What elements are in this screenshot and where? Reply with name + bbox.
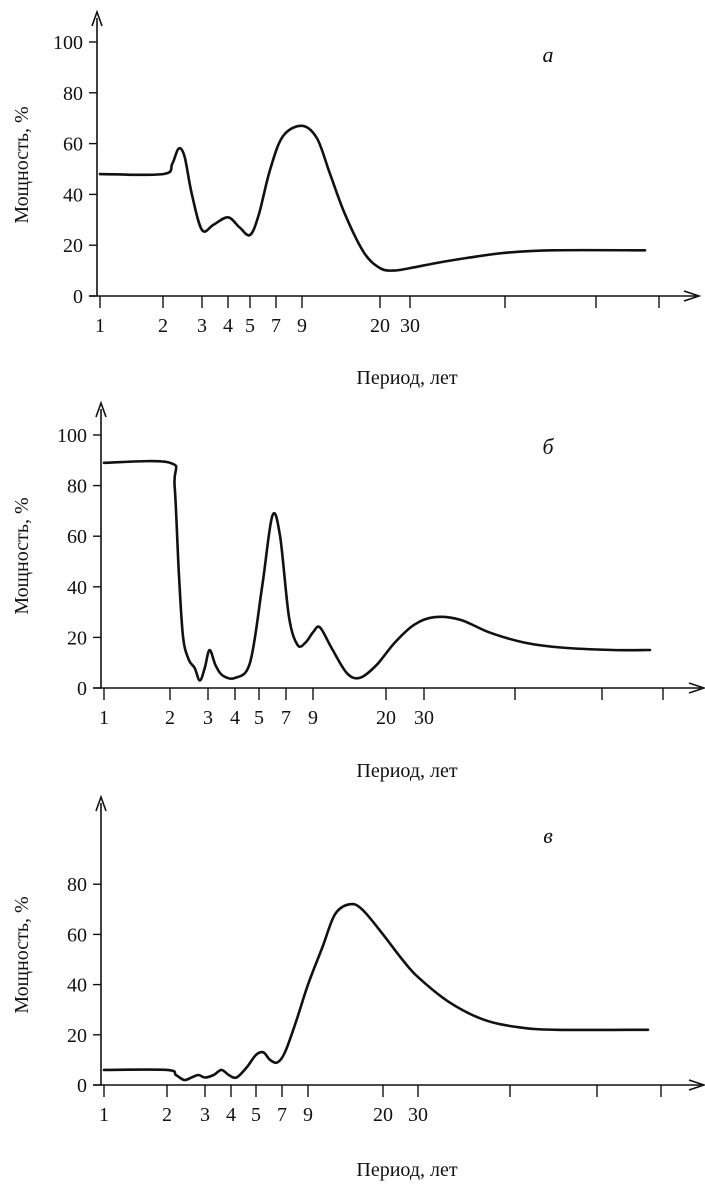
y-tick-label: 80 xyxy=(63,83,83,105)
y-tick-label: 40 xyxy=(63,184,83,206)
x-tick-label: 3 xyxy=(203,707,213,729)
x-tick-label: 2 xyxy=(162,1104,172,1126)
y-tick-label: 80 xyxy=(67,476,87,498)
chart-panel-3: 0 20 40 60 80 1 2 3 4 5 7 9 20 30 в Период, лет Мощность… xyxy=(11,797,704,1181)
x-tick-label: 30 xyxy=(414,707,434,729)
x-tick-label: 5 xyxy=(254,707,264,729)
chart-panel-2: 0 20 40 60 80 100 1 2 3 4 5 7 9 20 30 б Период, лет Мощно… xyxy=(11,403,704,782)
x-tick-label: 9 xyxy=(308,707,318,729)
x-tick-label: 30 xyxy=(400,315,420,337)
y-tick-label: 0 xyxy=(73,286,83,308)
y-axis-title: Мощность, % xyxy=(11,106,33,223)
panel-label: в xyxy=(543,823,553,848)
x-axis-title: Период, лет xyxy=(356,1159,457,1181)
y-axis-title: Мощность, % xyxy=(11,896,33,1013)
y-tick-label: 100 xyxy=(57,425,87,447)
x-axis-title: Период, лет xyxy=(356,760,457,782)
y-tick-label: 40 xyxy=(67,577,87,599)
y-axis-title: Мощность, % xyxy=(11,497,33,614)
x-tick-label: 9 xyxy=(303,1104,313,1126)
panel-label: б xyxy=(542,434,554,459)
x-tick-label: 4 xyxy=(230,707,240,729)
x-tick-label: 9 xyxy=(297,315,307,337)
x-tick-label: 7 xyxy=(277,1104,287,1126)
y-tick-label: 0 xyxy=(77,1075,87,1097)
x-tick-label: 20 xyxy=(373,1104,393,1126)
power-curve xyxy=(104,461,650,680)
x-tick-label: 20 xyxy=(370,315,390,337)
x-tick-label: 1 xyxy=(99,707,109,729)
x-tick-label: 7 xyxy=(281,707,291,729)
y-tick-label: 60 xyxy=(63,134,83,156)
y-tick-label: 40 xyxy=(67,975,87,997)
y-tick-label: 100 xyxy=(53,32,83,54)
y-tick-label: 0 xyxy=(77,678,87,700)
power-curve xyxy=(104,904,648,1080)
x-tick-label: 1 xyxy=(95,315,105,337)
x-tick-label: 4 xyxy=(226,1104,236,1126)
x-tick-label: 4 xyxy=(223,315,233,337)
y-tick-label: 20 xyxy=(67,627,87,649)
x-tick-label: 30 xyxy=(408,1104,428,1126)
x-tick-label: 5 xyxy=(245,315,255,337)
x-tick-label: 5 xyxy=(251,1104,261,1126)
x-tick-label: 3 xyxy=(200,1104,210,1126)
x-tick-label: 2 xyxy=(158,315,168,337)
x-tick-label: 3 xyxy=(197,315,207,337)
y-tick-label: 60 xyxy=(67,526,87,548)
y-tick-label: 20 xyxy=(63,235,83,257)
y-tick-label: 20 xyxy=(67,1025,87,1047)
y-tick-label: 60 xyxy=(67,924,87,946)
x-tick-label: 2 xyxy=(165,707,175,729)
x-tick-label: 1 xyxy=(99,1104,109,1126)
x-axis-title: Период, лет xyxy=(356,367,457,389)
chart-panel-1: 0 20 40 60 80 100 1 2 3 4 5 7 9 20 30 а Период, лет Мощно… xyxy=(11,12,699,389)
power-curve xyxy=(100,126,645,271)
x-tick-label: 20 xyxy=(376,707,396,729)
y-tick-label: 80 xyxy=(67,874,87,896)
panel-label: а xyxy=(543,42,554,67)
x-tick-label: 7 xyxy=(271,315,281,337)
